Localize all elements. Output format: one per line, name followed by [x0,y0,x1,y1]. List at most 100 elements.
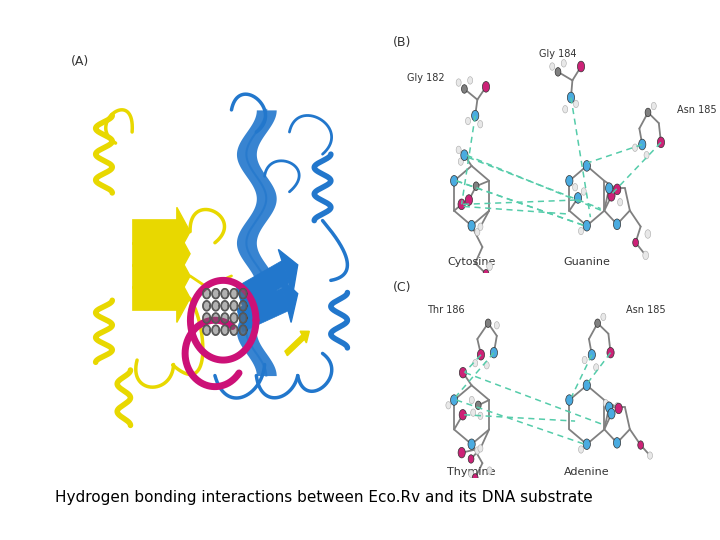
Circle shape [644,151,649,159]
Circle shape [607,347,614,358]
Polygon shape [236,261,289,309]
Circle shape [474,183,479,190]
Circle shape [469,470,474,477]
Polygon shape [212,313,220,323]
Circle shape [456,146,461,153]
Polygon shape [230,325,238,335]
Circle shape [562,59,566,67]
Circle shape [566,395,573,406]
Text: Gly 182: Gly 182 [408,72,445,83]
Circle shape [451,176,458,186]
Circle shape [459,409,467,420]
Circle shape [638,441,644,449]
Circle shape [478,223,483,231]
Circle shape [472,474,478,482]
Polygon shape [279,276,298,322]
Circle shape [639,139,646,150]
Polygon shape [212,325,220,335]
Circle shape [595,319,600,327]
Circle shape [603,400,608,407]
Circle shape [657,137,665,148]
Circle shape [606,402,613,413]
FancyArrow shape [285,331,310,356]
Circle shape [473,182,479,191]
Polygon shape [240,313,247,323]
Polygon shape [177,230,190,278]
Circle shape [613,219,621,230]
Circle shape [652,102,657,110]
Circle shape [459,367,467,378]
Circle shape [495,322,500,329]
Circle shape [613,184,621,195]
Circle shape [608,191,615,201]
Circle shape [465,195,472,205]
Circle shape [601,313,606,321]
Polygon shape [212,289,220,299]
Polygon shape [212,301,220,310]
Circle shape [633,144,638,151]
Circle shape [462,85,467,93]
Text: (C): (C) [392,281,411,294]
Text: Thymine: Thymine [447,468,496,477]
Circle shape [456,79,461,86]
Circle shape [633,238,639,247]
Text: Asn 185: Asn 185 [677,105,716,116]
Circle shape [575,193,582,203]
Circle shape [459,158,464,165]
Circle shape [478,445,483,452]
Circle shape [478,412,483,420]
Polygon shape [230,289,238,299]
Circle shape [615,403,622,414]
Circle shape [572,184,577,191]
Circle shape [606,183,613,193]
Text: Gly 184: Gly 184 [539,49,577,59]
Text: Thr 186: Thr 186 [427,305,464,315]
Polygon shape [132,241,177,266]
Circle shape [487,262,492,271]
Circle shape [645,108,651,117]
Polygon shape [221,313,228,323]
Circle shape [475,401,481,409]
Circle shape [477,349,485,360]
Polygon shape [221,301,228,310]
Circle shape [466,117,471,125]
Circle shape [482,82,490,92]
Polygon shape [221,289,228,299]
Polygon shape [240,301,247,310]
Text: Asn 185: Asn 185 [626,305,666,315]
Circle shape [647,452,652,459]
Circle shape [615,403,620,410]
Circle shape [446,402,451,409]
Polygon shape [230,313,238,323]
Polygon shape [230,301,238,310]
Circle shape [473,360,478,367]
Circle shape [579,446,583,453]
Circle shape [555,68,561,76]
Text: (B): (B) [392,36,411,49]
Circle shape [490,347,498,358]
Polygon shape [177,207,190,256]
Circle shape [593,364,599,371]
Circle shape [577,61,585,72]
Circle shape [583,160,590,171]
Circle shape [645,230,651,238]
Circle shape [461,150,468,160]
Polygon shape [203,325,210,335]
Circle shape [567,92,575,103]
Polygon shape [132,264,177,288]
Polygon shape [203,313,210,323]
Text: (A): (A) [71,55,89,68]
Polygon shape [203,301,210,310]
Circle shape [563,105,568,113]
Polygon shape [237,288,288,332]
Circle shape [474,275,480,284]
Polygon shape [279,249,298,294]
Circle shape [583,439,590,449]
Polygon shape [240,289,247,299]
Text: Cytosine: Cytosine [447,256,496,267]
Circle shape [468,455,474,463]
Polygon shape [240,325,247,335]
Circle shape [478,120,482,128]
Text: Guanine: Guanine [563,256,611,267]
Circle shape [550,63,554,70]
